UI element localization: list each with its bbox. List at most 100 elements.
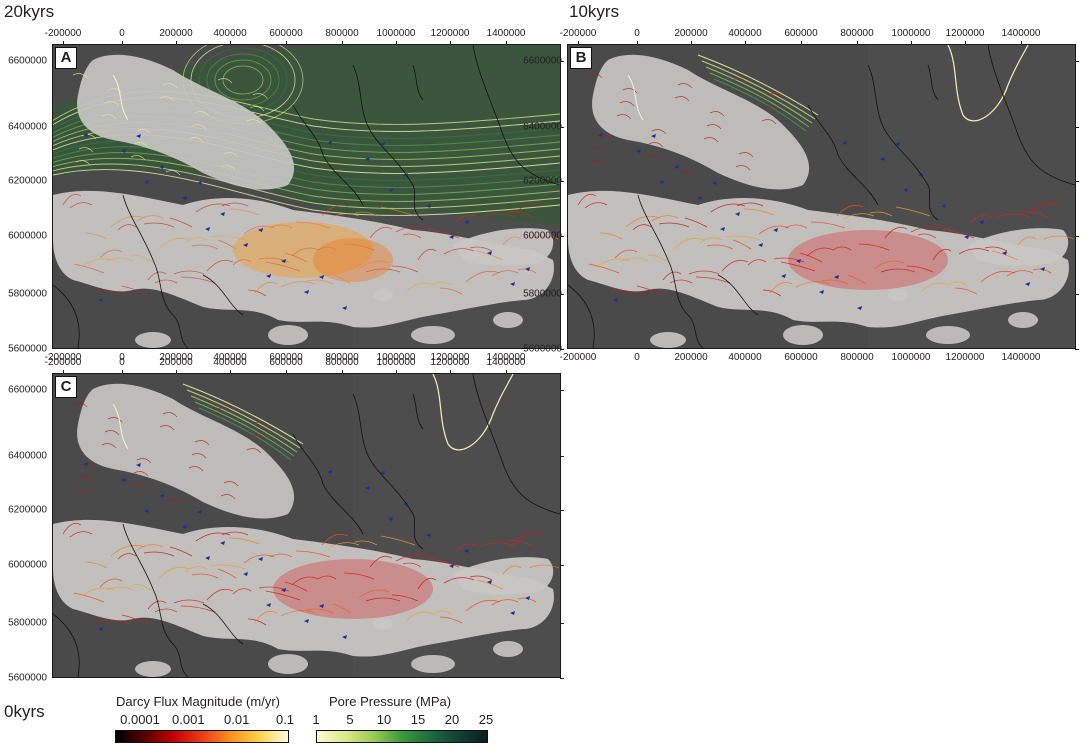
x-tick-mark xyxy=(230,41,231,45)
y-tick-label: 6000000 xyxy=(8,559,47,571)
flux-legend-title: Darcy Flux Magnitude (m/yr) xyxy=(116,694,280,709)
x-tick-mark xyxy=(450,41,451,45)
y-tick-label: 6200000 xyxy=(8,504,47,516)
x-tick-label: -200000 xyxy=(44,28,82,39)
y-tick-label: 6600000 xyxy=(8,55,47,67)
x-tick-label: 1000000 xyxy=(891,352,931,363)
x-tick-label: 1000000 xyxy=(376,357,416,368)
time-label-b: 10kyrs xyxy=(569,2,620,21)
x-tick-label: 1400000 xyxy=(486,28,526,39)
x-tick-label: 400000 xyxy=(213,352,247,363)
x-tick-mark xyxy=(122,370,123,374)
x-tick-label: 200000 xyxy=(159,28,193,39)
y-tick-label: 6000000 xyxy=(8,230,47,242)
x-tick-label: 1000000 xyxy=(376,352,416,363)
x-tick-label: 800000 xyxy=(840,352,874,363)
x-tick-mark xyxy=(396,41,397,45)
pressure-tick-label: 5 xyxy=(346,712,354,727)
x-tick-label: 1400000 xyxy=(1001,352,1041,363)
x-tick-mark xyxy=(342,370,343,374)
x-tick-label: 1200000 xyxy=(430,352,470,363)
y-tick-label: 5600000 xyxy=(523,343,562,355)
x-tick-mark xyxy=(176,370,177,374)
x-tick-mark xyxy=(63,41,64,45)
y-tick-label: 5600000 xyxy=(8,672,47,684)
y-tick-label: 5600000 xyxy=(8,343,47,355)
pressure-tick-label: 15 xyxy=(410,712,426,727)
y-tick-label: 6400000 xyxy=(8,121,47,133)
x-tick-mark xyxy=(578,41,579,45)
x-tick-label: 1400000 xyxy=(1001,28,1041,39)
x-tick-label: 1000000 xyxy=(891,28,931,39)
flux-colorbar xyxy=(115,730,289,743)
pressure-colorbar xyxy=(316,730,488,743)
flux-tick-label: 0.1 xyxy=(275,712,295,727)
map-panel-a: A xyxy=(52,44,561,349)
x-tick-label: 800000 xyxy=(325,357,359,368)
x-tick-label: 1000000 xyxy=(376,28,416,39)
x-tick-label: 200000 xyxy=(159,357,193,368)
y-tick-mark xyxy=(560,349,564,350)
y-tick-mark xyxy=(560,565,564,566)
time-label-c: 0kyrs xyxy=(4,702,45,721)
flux-tick-label: 0.0001 xyxy=(120,712,160,727)
y-tick-mark xyxy=(1075,236,1079,237)
x-tick-label: 600000 xyxy=(269,28,303,39)
x-tick-label: 0 xyxy=(119,352,125,363)
x-tick-label: -200000 xyxy=(44,357,82,368)
pressure-tick-label: 1 xyxy=(312,712,320,727)
y-tick-label: 6600000 xyxy=(8,384,47,396)
y-tick-label: 5800000 xyxy=(8,288,47,300)
map-canvas-b xyxy=(568,45,1075,348)
x-tick-mark xyxy=(176,41,177,45)
x-tick-label: 800000 xyxy=(840,28,874,39)
x-tick-label: 1400000 xyxy=(486,352,526,363)
y-tick-mark xyxy=(560,390,564,391)
map-canvas-a xyxy=(53,45,560,348)
y-tick-mark xyxy=(560,236,564,237)
pressure-tick-label: 20 xyxy=(444,712,460,727)
y-tick-mark xyxy=(560,181,564,182)
x-tick-mark xyxy=(286,41,287,45)
y-tick-label: 5800000 xyxy=(8,617,47,629)
x-tick-label: 400000 xyxy=(728,352,762,363)
x-tick-label: 1200000 xyxy=(945,352,985,363)
flux-tick-label: 0.001 xyxy=(172,712,205,727)
x-tick-mark xyxy=(965,41,966,45)
x-tick-mark xyxy=(1021,41,1022,45)
x-tick-mark xyxy=(745,41,746,45)
y-tick-label: 6600000 xyxy=(523,55,562,67)
flux-tick-label: 0.01 xyxy=(224,712,250,727)
x-tick-label: 1200000 xyxy=(430,28,470,39)
x-tick-label: 1200000 xyxy=(430,357,470,368)
pressure-tick-label: 25 xyxy=(478,712,494,727)
x-tick-label: 400000 xyxy=(213,28,247,39)
x-tick-label: 0 xyxy=(634,28,640,39)
x-tick-label: -200000 xyxy=(559,28,597,39)
y-tick-mark xyxy=(1075,294,1079,295)
y-tick-mark xyxy=(1075,61,1079,62)
y-tick-label: 6400000 xyxy=(523,121,562,133)
x-tick-label: 0 xyxy=(119,28,125,39)
x-tick-mark xyxy=(506,41,507,45)
x-tick-label: 0 xyxy=(634,352,640,363)
x-tick-mark xyxy=(122,41,123,45)
time-label-a: 20kyrs xyxy=(4,2,55,21)
x-tick-label: 1200000 xyxy=(945,28,985,39)
panel-letter-b: B xyxy=(570,47,592,69)
panel-letter-a: A xyxy=(55,47,77,69)
y-tick-mark xyxy=(560,294,564,295)
map-canvas-c xyxy=(53,374,560,677)
y-tick-label: 6400000 xyxy=(8,450,47,462)
y-tick-mark xyxy=(560,456,564,457)
x-tick-label: 600000 xyxy=(269,357,303,368)
x-tick-mark xyxy=(691,41,692,45)
y-tick-mark xyxy=(1075,127,1079,128)
x-tick-label: 400000 xyxy=(213,357,247,368)
x-tick-label: 400000 xyxy=(728,28,762,39)
x-tick-mark xyxy=(230,370,231,374)
map-panel-b: B xyxy=(567,44,1076,349)
map-panel-c: C xyxy=(52,373,561,678)
x-tick-label: 200000 xyxy=(674,352,708,363)
y-tick-label: 6200000 xyxy=(523,175,562,187)
